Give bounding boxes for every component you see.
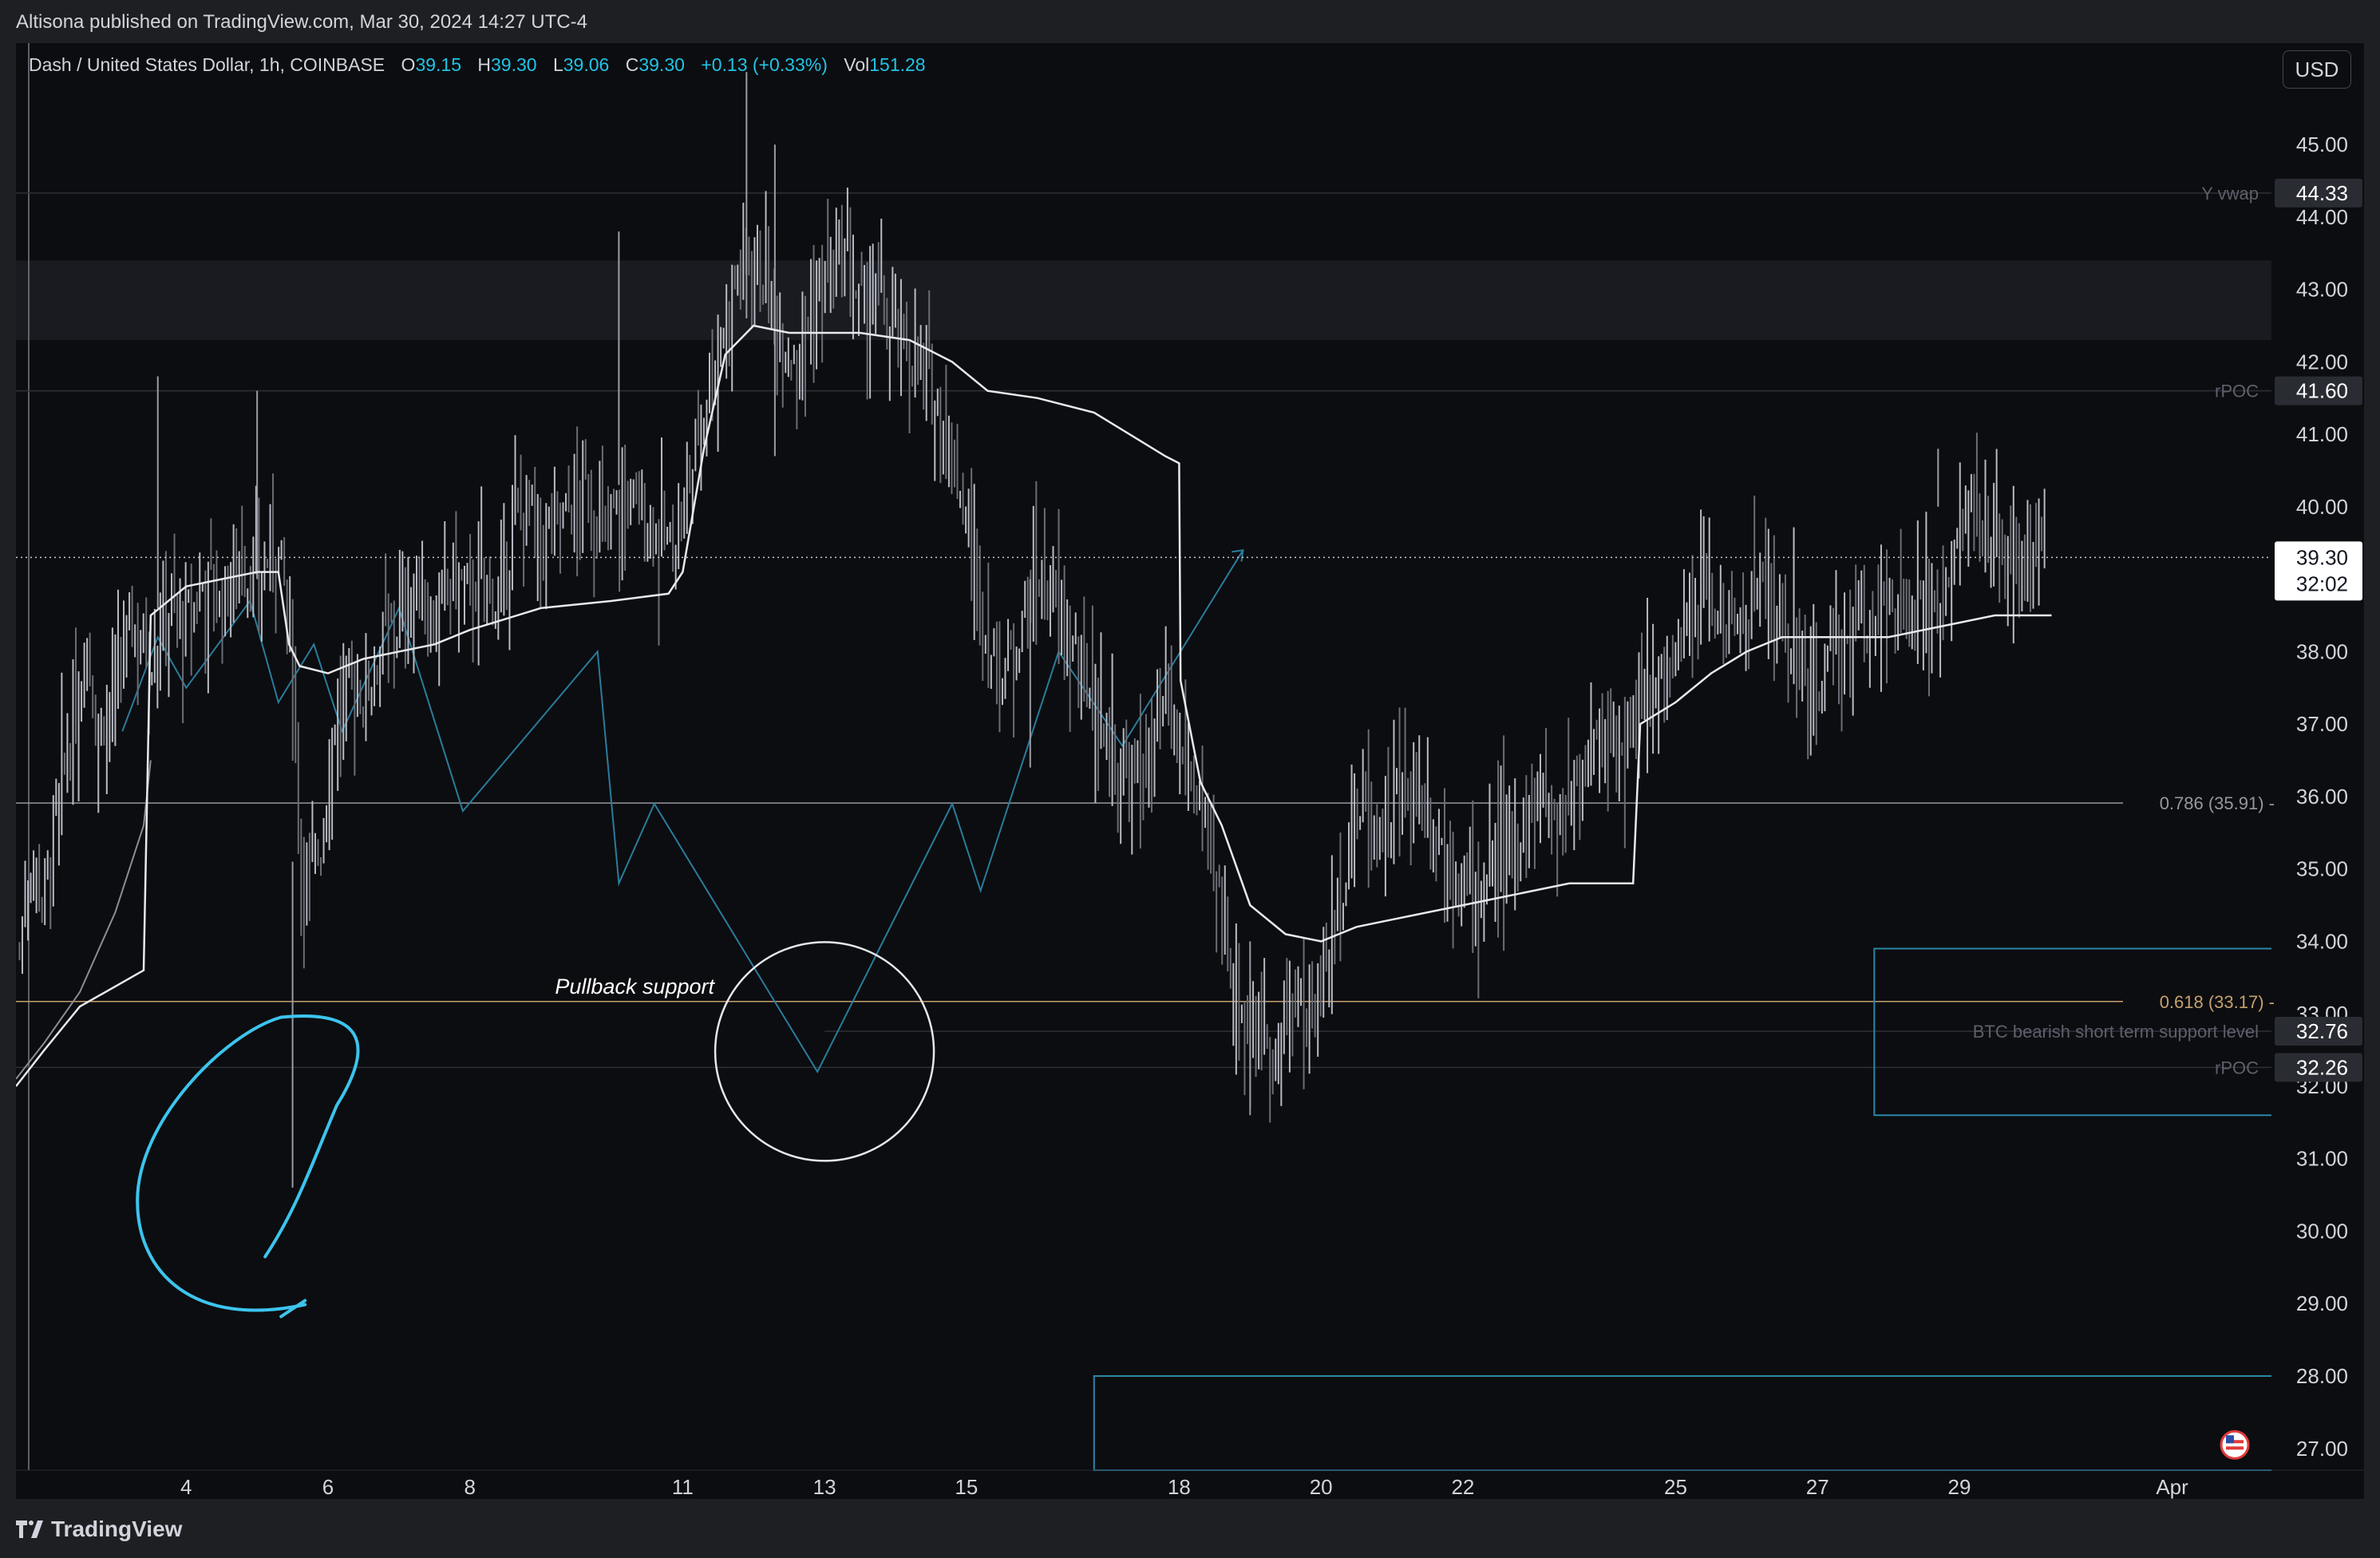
level-badge-1	[2275, 376, 2362, 405]
level-badge-text-0: 44.33	[2296, 181, 2348, 205]
volume-value: 151.28	[869, 54, 926, 75]
price-chart[interactable]: Y vwap rPOC 0.786 (35.91) - 0.618 (33.17) -…	[16, 43, 2364, 1499]
y-tick-3: 30.00	[2296, 1219, 2348, 1243]
volume-label: Vol	[844, 54, 870, 75]
y-tick-15: 42.00	[2296, 350, 2348, 374]
y-tick-7: 34.00	[2296, 929, 2348, 953]
level-badge-text-1: 41.60	[2296, 379, 2348, 403]
level-badge-text-4: 32.76	[2296, 1019, 2348, 1043]
tradingview-logo-icon	[16, 1520, 43, 1538]
y-tick-14: 41.00	[2296, 422, 2348, 446]
chart-pane[interactable]: Y vwap rPOC 0.786 (35.91) - 0.618 (33.17) -…	[16, 43, 2364, 1499]
y-tick-0: 27.00	[2296, 1437, 2348, 1461]
close-value: 39.30	[638, 54, 685, 75]
anchored-vwap-line	[16, 760, 152, 1080]
y-tick-8: 35.00	[2296, 857, 2348, 881]
close-label: C	[625, 54, 639, 75]
x-tick-11: 29	[1948, 1475, 1971, 1499]
resistance-zone	[16, 260, 2271, 341]
x-tick-4: 13	[813, 1475, 836, 1499]
x-tick-3: 11	[672, 1475, 694, 1499]
countdown-text: 32:02	[2296, 571, 2348, 595]
tradingview-brand: TradingView	[51, 1516, 183, 1541]
y-tick-4: 31.00	[2296, 1147, 2348, 1171]
low-label: L	[552, 54, 563, 75]
symbol-title[interactable]: Dash / United States Dollar, 1h, COINBAS…	[29, 54, 385, 75]
y-tick-11: 38.00	[2296, 639, 2348, 663]
y-tick-13: 40.00	[2296, 495, 2348, 519]
level-label-0: Y vwap	[2201, 184, 2259, 204]
open-label: O	[401, 54, 416, 75]
level-label-1: rPOC	[2215, 382, 2259, 401]
footer-bar	[0, 1499, 2380, 1558]
level-badge-5	[2275, 1053, 2362, 1082]
change-value: +0.13 (+0.33%)	[701, 54, 828, 75]
x-tick-9: 25	[1664, 1475, 1687, 1499]
event-flag-stripe-1	[2226, 1440, 2244, 1444]
hand-drawn-circle[interactable]	[136, 1014, 360, 1312]
hand-drawn-circle-tail	[279, 1299, 307, 1319]
x-tick-1: 6	[322, 1475, 334, 1499]
pullback-support-label: Pullback support	[555, 975, 715, 998]
y-tick-18: 45.00	[2296, 132, 2348, 156]
level-badge-4	[2275, 1016, 2362, 1046]
level-label-5: rPOC	[2215, 1058, 2259, 1078]
level-label-4: BTC bearish short term support level	[1973, 1022, 2259, 1042]
last-price-badge	[2275, 541, 2362, 601]
open-value: 39.15	[415, 54, 461, 75]
projection-path[interactable]	[121, 549, 1244, 1074]
publisher-line: Altisona published on TradingView.com, M…	[16, 11, 587, 33]
level-badge-0	[2275, 178, 2362, 208]
x-tick-8: 22	[1451, 1475, 1474, 1499]
level-label-2: 0.786 (35.91) -	[2160, 793, 2275, 813]
header-bar: Altisona published on TradingView.com, M…	[0, 0, 2380, 43]
vwap-line	[16, 324, 2052, 1087]
level-label-3: 0.618 (33.17) -	[2160, 992, 2275, 1012]
y-tick-9: 36.00	[2296, 785, 2348, 809]
high-value: 39.30	[491, 54, 537, 75]
y-tick-10: 37.00	[2296, 712, 2348, 736]
low-value: 39.06	[563, 54, 610, 75]
currency-button[interactable]: USD	[2283, 50, 2351, 89]
x-tick-6: 18	[1168, 1475, 1191, 1499]
tradingview-logo[interactable]: TradingView	[16, 1516, 182, 1542]
y-tick-1: 28.00	[2296, 1364, 2348, 1388]
y-tick-16: 43.00	[2296, 278, 2348, 302]
high-label: H	[477, 54, 492, 75]
x-tick-12: Apr	[2156, 1475, 2188, 1499]
event-flag-icon[interactable]	[2220, 1429, 2250, 1460]
event-flag-canton	[2226, 1435, 2234, 1444]
x-tick-5: 15	[955, 1475, 978, 1499]
x-tick-0: 4	[180, 1475, 192, 1499]
range-box-1[interactable]	[1093, 1375, 2271, 1471]
event-flag-stripe-2	[2226, 1446, 2244, 1450]
symbol-legend[interactable]: Dash / United States Dollar, 1h, COINBAS…	[29, 54, 926, 76]
y-tick-2: 29.00	[2296, 1291, 2348, 1315]
x-tick-7: 20	[1310, 1475, 1333, 1499]
level-badge-text-5: 32.26	[2296, 1055, 2348, 1079]
range-box-0[interactable]	[1873, 947, 2271, 1117]
circle-annotation[interactable]	[714, 941, 935, 1162]
x-tick-2: 8	[465, 1475, 476, 1499]
y-tick-17: 44.00	[2296, 205, 2348, 229]
last-price-text: 39.30	[2296, 545, 2348, 569]
x-tick-10: 27	[1806, 1475, 1829, 1499]
candles	[18, 188, 2046, 1123]
